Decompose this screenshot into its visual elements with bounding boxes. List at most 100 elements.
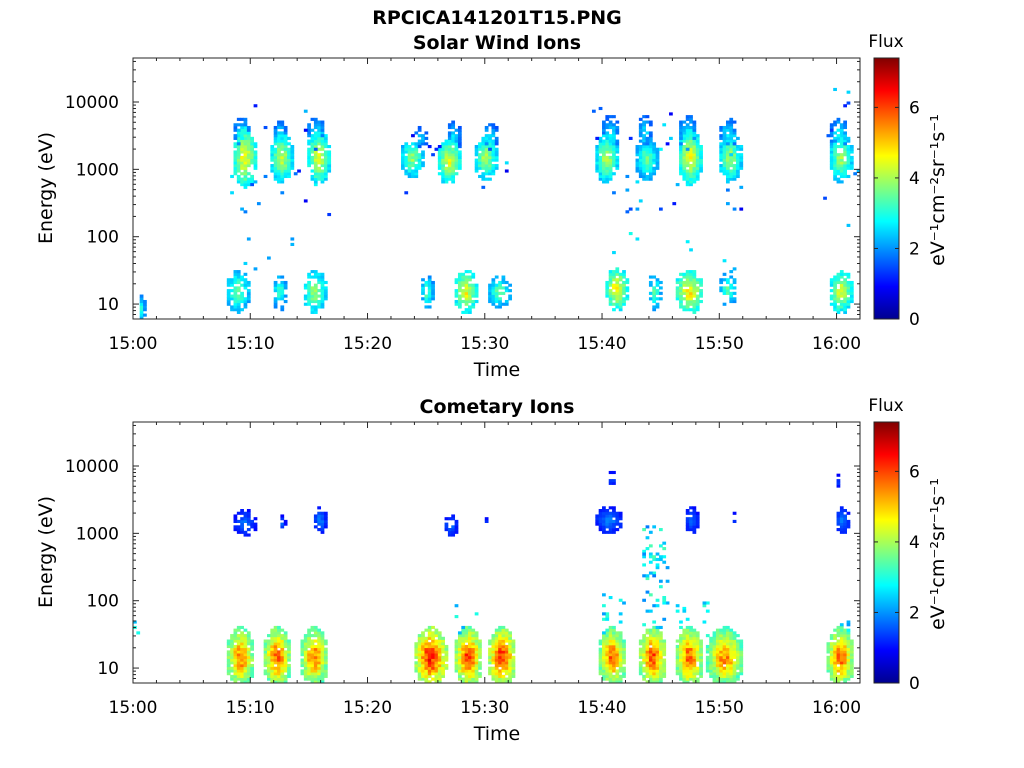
heatmap-cell	[488, 123, 492, 127]
heatmap-cell	[729, 642, 734, 646]
heatmap-cell	[226, 650, 231, 654]
heatmap-cell	[283, 134, 288, 138]
heatmap-cell	[250, 674, 255, 678]
heatmap-cell	[839, 289, 844, 293]
heatmap-cell	[243, 123, 248, 127]
heatmap-cell	[612, 155, 616, 159]
heatmap-cell	[253, 158, 258, 162]
heatmap-cell	[437, 631, 442, 635]
heatmap-cell	[605, 628, 610, 632]
heatmap-cell	[323, 297, 328, 301]
heatmap-cell	[705, 650, 710, 654]
heatmap-cell	[692, 128, 697, 132]
heatmap-cell	[732, 177, 737, 181]
heatmap-cell	[732, 636, 737, 640]
heatmap-cell	[833, 275, 837, 279]
heatmap-cell	[504, 669, 509, 673]
heatmap-cell	[836, 134, 841, 138]
heatmap-cell	[240, 530, 244, 534]
y-tick-label: 10000	[65, 93, 119, 113]
heatmap-cell	[270, 663, 275, 668]
heatmap-cell	[699, 299, 703, 304]
heatmap-cell	[457, 150, 462, 154]
heatmap-cell	[689, 169, 693, 173]
heatmap-cell	[712, 677, 717, 681]
heatmap-cell	[230, 191, 234, 195]
heatmap-cell	[240, 207, 244, 211]
heatmap-cell	[612, 294, 616, 298]
heatmap-cell	[645, 658, 650, 662]
heatmap-cell	[598, 519, 603, 523]
heatmap-cell	[236, 663, 241, 668]
heatmap-cell	[679, 661, 683, 665]
heatmap-cell	[692, 125, 697, 130]
heatmap-cell	[615, 305, 620, 309]
heatmap-cell	[451, 530, 456, 534]
heatmap-cell	[608, 650, 613, 654]
heatmap-cell	[846, 153, 851, 157]
heatmap-cell	[608, 299, 613, 304]
heatmap-cell	[243, 634, 248, 638]
heatmap-cell	[645, 145, 650, 149]
heatmap-cell	[233, 123, 238, 127]
heatmap-cell	[267, 661, 271, 665]
heatmap-cell	[313, 674, 318, 678]
heatmap-cell	[836, 297, 841, 301]
heatmap-cell	[277, 158, 281, 162]
heatmap-cell	[504, 169, 509, 173]
heatmap-cell	[267, 650, 271, 654]
heatmap-cell	[692, 525, 697, 529]
heatmap-cell	[236, 134, 241, 138]
heatmap-cell	[648, 161, 653, 165]
heatmap-cell	[471, 302, 476, 306]
heatmap-cell	[612, 139, 616, 143]
heatmap-cell	[230, 644, 234, 649]
heatmap-cell	[451, 517, 456, 521]
heatmap-cell	[488, 294, 492, 298]
heatmap-cell	[236, 653, 241, 657]
heatmap-cell	[481, 164, 486, 168]
heatmap-cell	[612, 308, 616, 312]
heatmap-cell	[243, 164, 248, 168]
heatmap-cell	[320, 275, 325, 279]
heatmap-cell	[642, 177, 646, 181]
heatmap-cell	[846, 663, 851, 668]
colorbar	[873, 57, 900, 320]
heatmap-cell	[287, 147, 291, 151]
heatmap-cell	[511, 655, 516, 659]
heatmap-cell	[645, 136, 650, 140]
heatmap-cell	[307, 142, 311, 146]
heatmap-cell	[498, 644, 502, 649]
heatmap-cell	[411, 164, 415, 168]
heatmap-cell	[725, 661, 730, 665]
heatmap-cell	[605, 145, 610, 149]
heatmap-cell	[280, 677, 285, 681]
heatmap-cell	[444, 153, 449, 157]
heatmap-cell	[685, 134, 690, 138]
heatmap-cell	[246, 533, 251, 537]
heatmap-cell	[501, 663, 506, 668]
heatmap-cell	[474, 653, 479, 657]
heatmap-cell	[655, 291, 660, 295]
heatmap-cell	[695, 519, 700, 523]
heatmap-cell	[457, 294, 462, 298]
heatmap-cell	[618, 658, 623, 662]
heatmap-cell	[732, 519, 737, 523]
heatmap-cell	[287, 158, 291, 162]
heatmap-cell	[725, 123, 730, 127]
heatmap-cell	[715, 661, 720, 665]
heatmap-cell	[725, 672, 730, 676]
heatmap-cell	[655, 302, 660, 306]
heatmap-cell	[736, 663, 740, 668]
heatmap-cell	[846, 511, 851, 515]
heatmap-cell	[454, 150, 459, 154]
heatmap-cell	[246, 517, 251, 521]
heatmap-cell	[461, 672, 466, 676]
heatmap-cell	[826, 642, 831, 646]
heatmap-cell	[283, 172, 288, 176]
heatmap-cell	[679, 305, 683, 309]
heatmap-cell	[253, 153, 258, 157]
heatmap-cell	[451, 528, 456, 532]
colorbar-tick-label: 0	[909, 310, 920, 330]
heatmap-cell	[313, 166, 318, 170]
